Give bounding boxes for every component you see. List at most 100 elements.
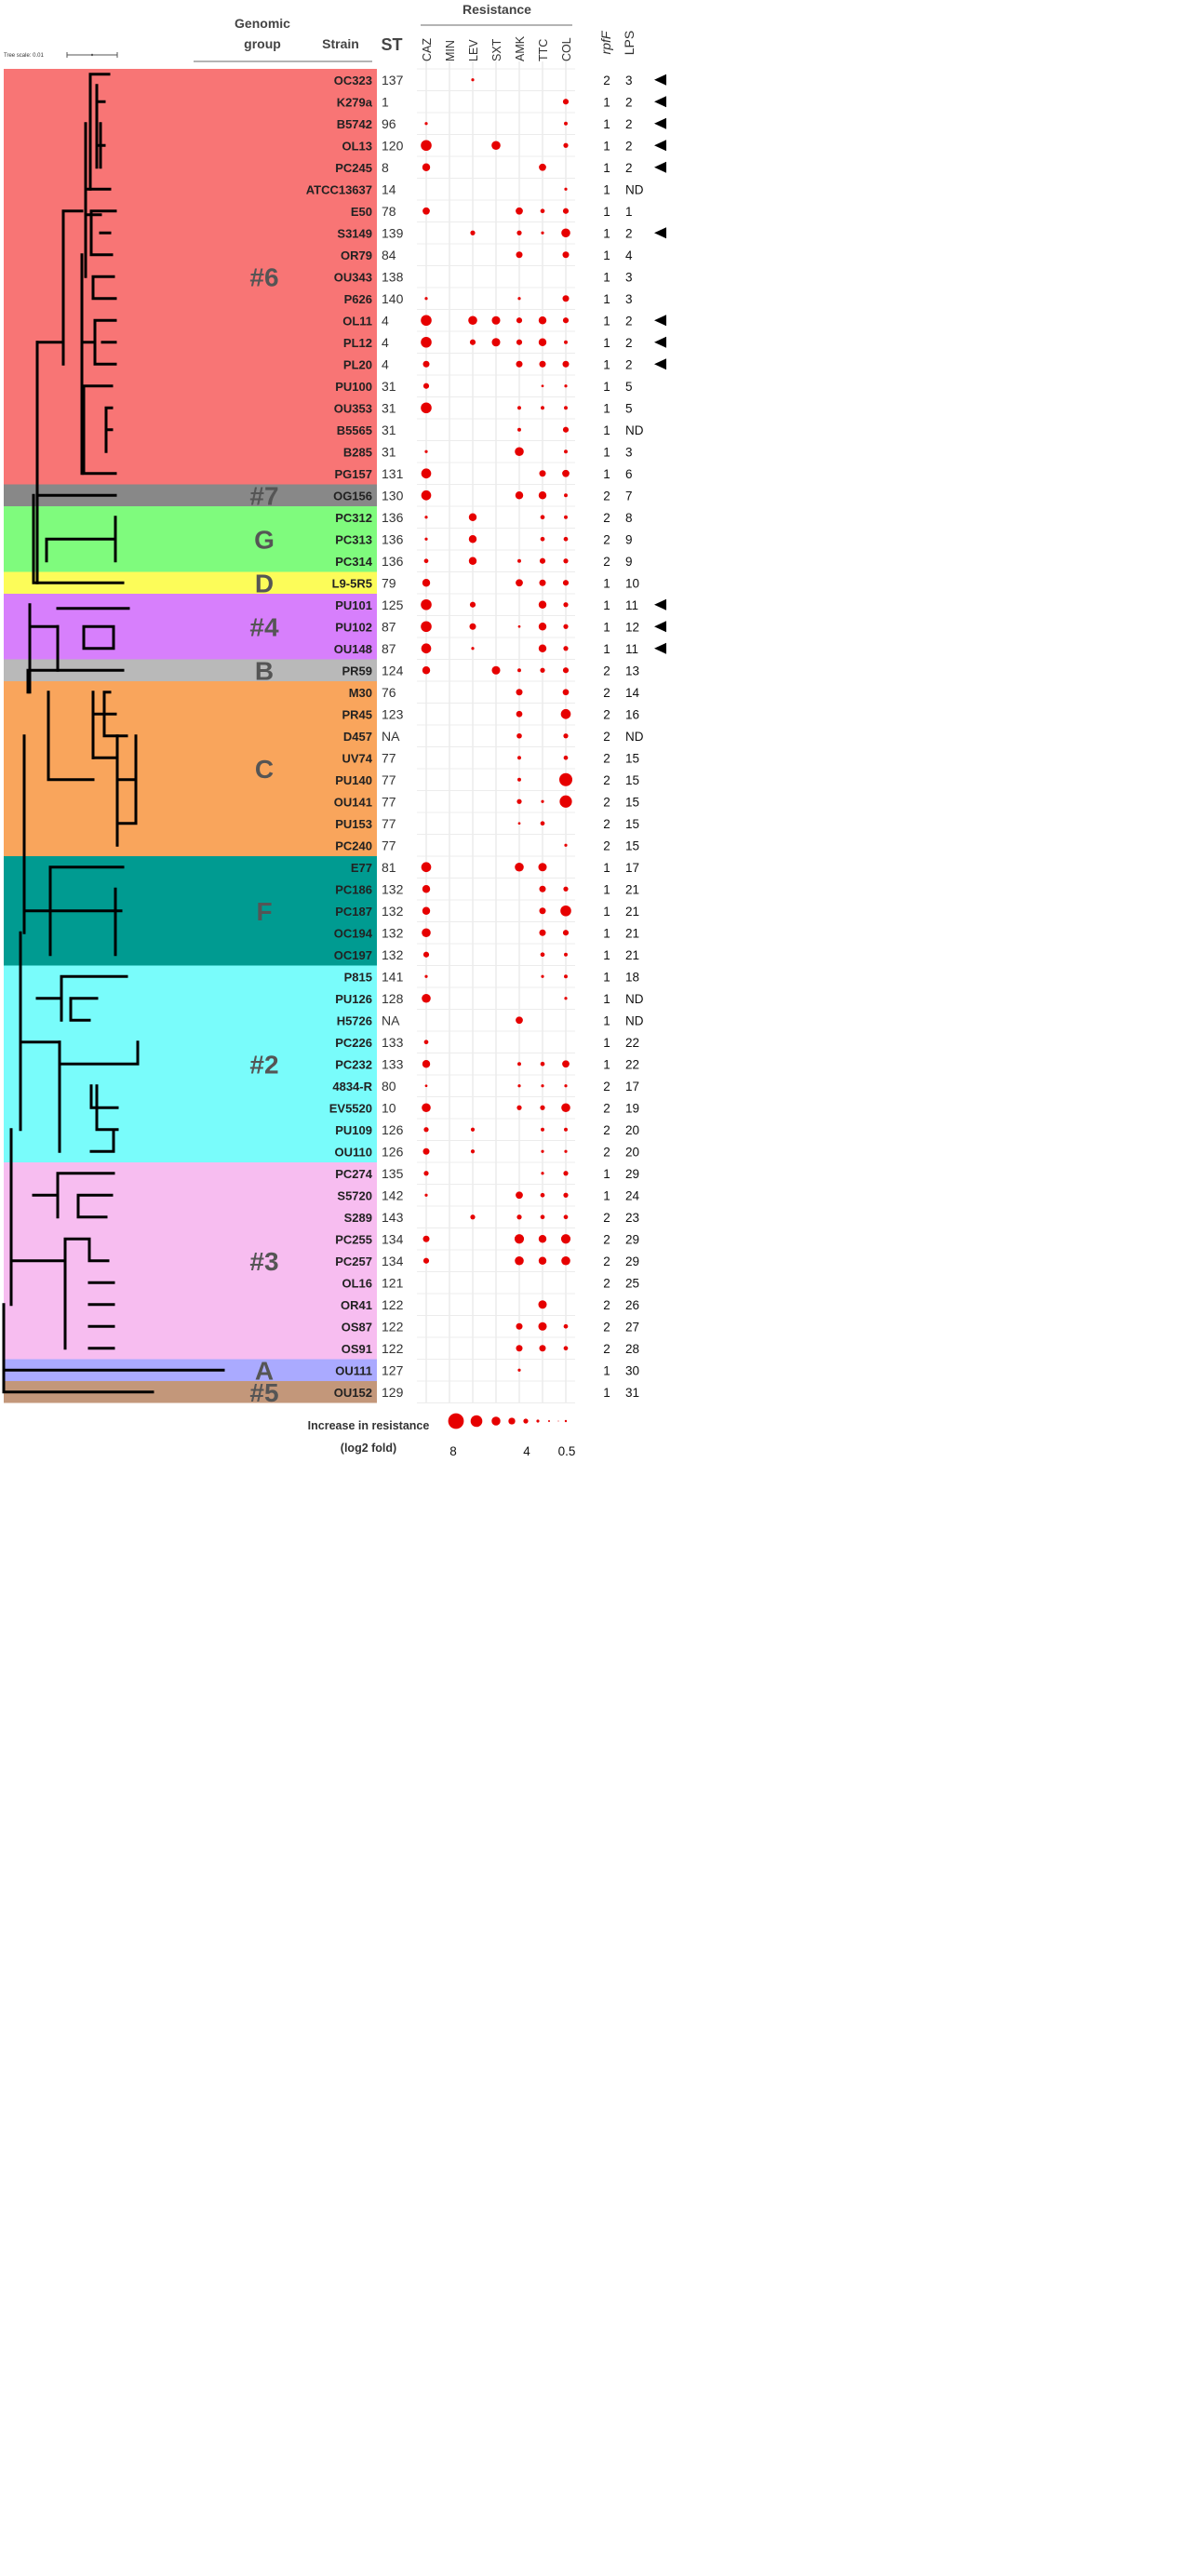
strain-label: PU101 [335, 598, 372, 612]
resistance-bubble [422, 1103, 431, 1113]
rpff-value: 1 [603, 598, 610, 612]
strain-label: OU152 [334, 1386, 372, 1400]
resistance-bubble [471, 78, 475, 82]
rpff-value: 2 [603, 1080, 610, 1093]
resistance-bubble [517, 297, 521, 301]
lps-value: 11 [625, 598, 638, 612]
resistance-bubble [561, 1103, 570, 1113]
resistance-bubble [541, 974, 544, 978]
resistance-bubble [469, 623, 476, 630]
resistance-bubble [562, 689, 570, 696]
table-row: PC245 8 1 2 [335, 160, 666, 175]
resistance-bubble [516, 689, 523, 696]
arrow-marker-icon [654, 642, 666, 654]
resistance-bubble [538, 623, 547, 631]
resistance-bubble [539, 885, 546, 892]
st-value: 125 [382, 597, 404, 612]
rpff-value: 2 [603, 686, 610, 700]
st-value: 31 [382, 400, 396, 415]
resistance-bubble [541, 231, 544, 235]
tree-branch [22, 734, 52, 934]
resistance-bubble [468, 557, 477, 565]
resistance-bubble [515, 862, 524, 872]
lps-value: 12 [625, 620, 639, 634]
tree-branch [80, 253, 117, 476]
table-row: OL16 121 2 25 [342, 1275, 639, 1290]
strain-label: 4834-R [332, 1080, 372, 1093]
resistance-bubble [491, 665, 501, 675]
lps-value: 15 [625, 839, 639, 852]
rpff-value: 2 [603, 817, 610, 831]
rpff-value: 1 [603, 248, 610, 262]
rpff-value: 2 [603, 839, 610, 852]
table-row: OU148 87 1 11 [334, 641, 666, 656]
resistance-bubble [424, 297, 428, 301]
resistance-bubble [563, 886, 569, 892]
rpff-value: 2 [603, 1123, 610, 1137]
resistance-bubble [422, 1060, 431, 1068]
group-label: B [255, 656, 274, 685]
table-row: PU102 87 1 12 [335, 619, 666, 634]
resistance-bubble [514, 1234, 525, 1244]
strain-label: OU141 [334, 795, 372, 809]
resistance-bubble [421, 598, 432, 610]
st-value: 127 [382, 1362, 404, 1377]
rpff-value: 1 [603, 1363, 610, 1377]
lps-value: 3 [625, 74, 633, 87]
genomic-group-header-2: group [244, 36, 281, 51]
st-value: 136 [382, 531, 404, 546]
lps-value: 26 [625, 1298, 639, 1312]
strain-label: OC323 [334, 74, 372, 87]
table-row: PC314 136 2 9 [335, 554, 632, 569]
st-value: 121 [382, 1275, 404, 1290]
resistance-bubble [541, 406, 544, 410]
resistance-bubbles [421, 78, 572, 1372]
resistance-bubble [516, 251, 523, 259]
resistance-bubble [561, 1255, 570, 1266]
resistance-bubble [515, 1255, 524, 1266]
resistance-bubble [563, 602, 569, 608]
table-row: OC197 132 1 21 [334, 947, 639, 962]
st-value: 79 [382, 575, 396, 590]
resistance-bubble [422, 666, 431, 675]
resistance-bubble [424, 516, 428, 519]
lps-value: 8 [625, 511, 633, 525]
tree-branch [32, 493, 125, 584]
strain-label: PU140 [335, 773, 372, 787]
strain-label: PC314 [335, 555, 373, 569]
resistance-bubble [422, 579, 431, 587]
strain-header: Strain [322, 36, 359, 51]
resistance-bubble [539, 929, 546, 936]
table-row: OL13 120 1 2 [342, 138, 666, 153]
st-value: 80 [382, 1079, 396, 1093]
table-row: 4834-R 80 2 17 [332, 1079, 639, 1093]
resistance-bubble [563, 1171, 569, 1176]
st-value: 134 [382, 1254, 404, 1268]
st-value: NA [382, 1013, 400, 1027]
st-value: 142 [382, 1187, 404, 1202]
resistance-bubble [564, 1084, 568, 1088]
resistance-bubble [423, 558, 429, 564]
rpff-value: 1 [603, 576, 610, 590]
resistance-bubble [538, 863, 547, 872]
legend-bubble [536, 1419, 540, 1423]
table-row: B5565 31 1 ND [337, 423, 644, 437]
resistance-bubble [421, 490, 432, 501]
strain-label: PC186 [335, 882, 372, 896]
resistance-bubble [422, 951, 430, 958]
st-value: 31 [382, 379, 396, 394]
antibiotic-sxt: SXT [490, 38, 503, 61]
resistance-bubble [421, 336, 432, 348]
table-row: OU152 129 1 31 [334, 1385, 639, 1400]
lps-value: 20 [625, 1123, 639, 1137]
lps-value: 29 [625, 1167, 639, 1181]
rpff-value: 2 [603, 511, 610, 525]
table-row: PU126 128 1 ND [335, 991, 643, 1006]
phylogenetic-resistance-figure: Tree scale: 0.01 Genomic group Strain ST… [2, 2, 666, 1458]
st-value: 139 [382, 225, 404, 240]
lps-value: 22 [625, 1036, 639, 1050]
arrow-marker-icon [654, 140, 666, 152]
strain-label: PU126 [335, 992, 372, 1006]
resistance-bubble [517, 1368, 521, 1372]
rpff-value: 1 [603, 117, 610, 131]
